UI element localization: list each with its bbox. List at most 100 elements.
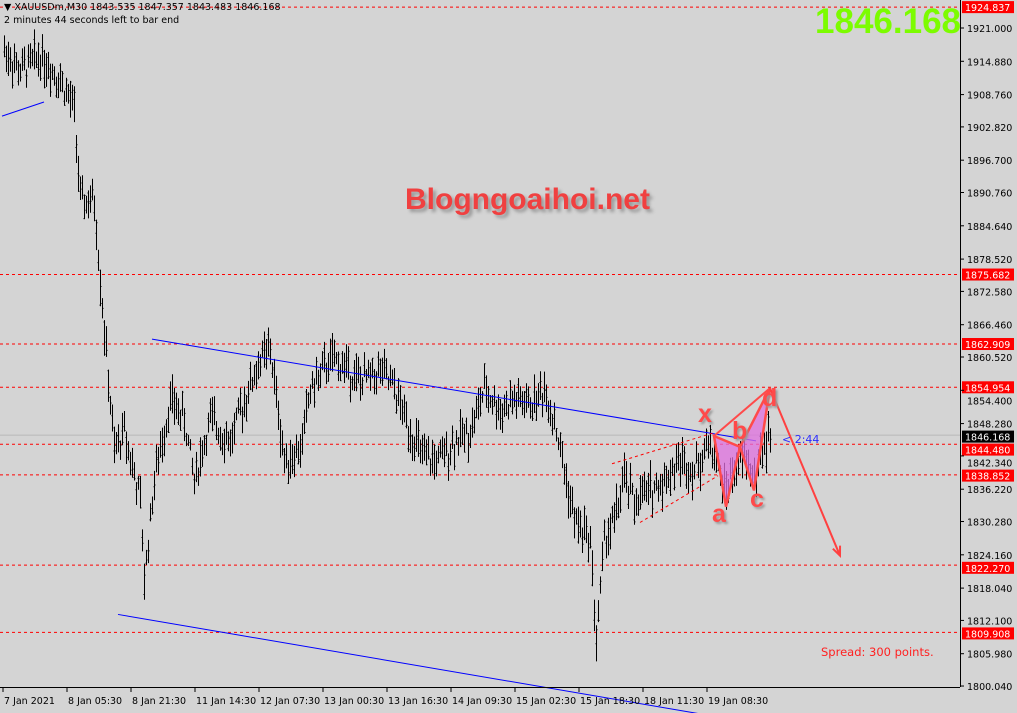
ohlc-bar <box>103 320 106 356</box>
price-level-label: 1822.270 <box>965 564 1010 575</box>
pattern-label-a: a <box>712 500 726 528</box>
ohlc-bar <box>519 386 522 408</box>
ohlc-bar <box>165 419 168 438</box>
ohlc-bar <box>209 398 212 424</box>
arrow-head-icon <box>832 545 842 559</box>
ohlc-bar <box>645 480 648 503</box>
ohlc-bar <box>489 394 492 408</box>
ohlc-bar <box>697 452 700 479</box>
ohlc-bar <box>655 472 658 491</box>
ohlc-bar <box>317 369 320 391</box>
symbol-ohlc-text: XAUUSDm,M30 1843.535 1847.357 1843.483 1… <box>14 2 281 13</box>
ohlc-bar <box>409 418 412 454</box>
ohlc-bar <box>505 390 508 416</box>
ohlc-bar <box>703 438 706 460</box>
y-tick-label: 1812.100 <box>967 616 1012 627</box>
x-tick-label: 19 Jan 08:30 <box>708 696 768 707</box>
ohlc-bar <box>231 422 234 454</box>
ohlc-bar <box>249 361 252 391</box>
ohlc-bar <box>521 391 524 416</box>
price-level-label: 1862.909 <box>965 340 1010 351</box>
ohlc-bar <box>527 386 530 408</box>
ohlc-bar <box>365 369 368 383</box>
ohlc-bar <box>641 476 644 504</box>
ohlc-bar <box>407 426 410 453</box>
ohlc-bar <box>161 427 164 463</box>
ohlc-bar <box>675 443 678 473</box>
ohlc-bar <box>281 430 284 456</box>
price-level-label: 1838.852 <box>965 472 1010 483</box>
ohlc-bar <box>83 194 86 220</box>
ohlc-bar <box>483 363 486 389</box>
ohlc-bar <box>539 371 542 401</box>
pattern-triangle-bcd <box>738 387 772 491</box>
ohlc-bar <box>123 411 126 432</box>
ohlc-bar <box>619 485 622 513</box>
ohlc-bar <box>71 84 74 111</box>
ohlc-bar <box>607 517 610 556</box>
y-tick-label: 1914.880 <box>967 57 1012 68</box>
ohlc-bar <box>579 510 582 538</box>
ohlc-bar <box>21 48 24 71</box>
ohlc-bar <box>125 431 128 465</box>
dropdown-arrow-icon[interactable]: ▼ <box>4 2 15 13</box>
ohlc-bar <box>137 475 140 490</box>
ohlc-bar <box>401 399 404 425</box>
trendline <box>1 101 45 117</box>
ohlc-bar <box>207 412 210 433</box>
ohlc-bar <box>457 437 460 456</box>
ohlc-bar <box>377 351 380 377</box>
x-tick-label: 7 Jan 2021 <box>4 696 55 707</box>
ohlc-bar <box>257 351 260 380</box>
price-level-label: 1854.954 <box>965 383 1010 394</box>
ohlc-bar <box>699 452 702 492</box>
spread-text: Spread: 300 points. <box>821 645 934 659</box>
ohlc-bar <box>213 396 216 426</box>
ohlc-bar <box>117 424 120 453</box>
ohlc-bar <box>253 364 256 386</box>
ohlc-bar <box>157 446 160 475</box>
ohlc-bar <box>431 439 434 474</box>
ohlc-bar <box>637 494 640 516</box>
ohlc-bar <box>327 352 330 382</box>
ohlc-bar <box>189 439 192 451</box>
ohlc-bar <box>595 625 598 662</box>
ohlc-bar <box>229 429 232 457</box>
ohlc-bar <box>287 459 290 485</box>
ohlc-bar <box>233 412 236 445</box>
ohlc-bar <box>183 408 186 442</box>
price-level-badge <box>962 443 1014 456</box>
ohlc-bar <box>273 358 276 395</box>
ohlc-bar <box>255 360 258 390</box>
ohlc-bar <box>59 63 62 92</box>
ohlc-bar <box>563 463 566 485</box>
ohlc-bar <box>577 506 580 544</box>
y-tick-label: 1896.700 <box>967 156 1012 167</box>
ohlc-bar <box>455 430 458 445</box>
ohlc-bar <box>449 443 452 466</box>
y-tick-label: 1805.980 <box>967 650 1012 661</box>
ohlc-bar <box>441 436 444 460</box>
ohlc-bar <box>681 436 684 475</box>
price-level-badge <box>962 381 1014 394</box>
ohlc-bar <box>575 508 578 525</box>
ohlc-bar <box>295 434 298 459</box>
ohlc-bar <box>339 363 342 382</box>
ohlc-bar <box>359 366 362 401</box>
price-level-badge <box>962 627 1014 640</box>
ohlc-bar <box>529 397 532 419</box>
ohlc-bar <box>337 351 340 382</box>
ohlc-bar <box>405 401 408 429</box>
ohlc-bar <box>335 352 338 365</box>
ohlc-bar <box>661 473 664 512</box>
ohlc-bar <box>459 409 462 448</box>
ohlc-bar <box>625 461 628 493</box>
y-tick-label: 1800.040 <box>967 682 1012 693</box>
ohlc-bar <box>89 185 92 213</box>
ohlc-bar <box>351 376 354 391</box>
x-tick-label: 8 Jan 05:30 <box>68 696 122 707</box>
ohlc-bar <box>601 541 604 572</box>
ohlc-bar <box>473 409 476 434</box>
ohlc-bar <box>269 338 272 365</box>
